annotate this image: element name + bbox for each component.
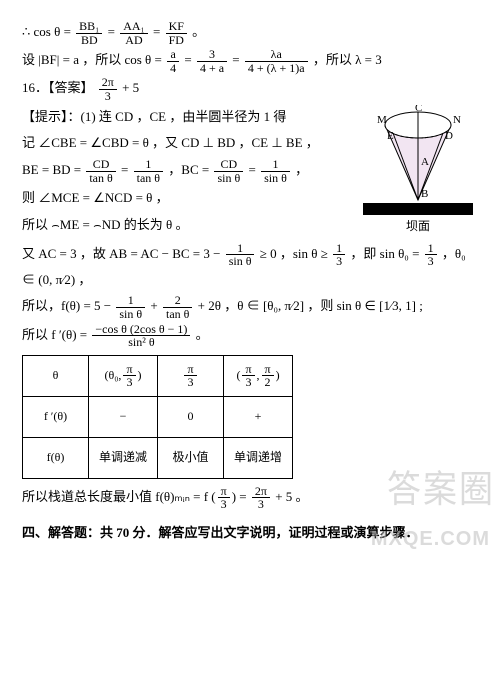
eq-fprime: 所以 f ′(θ) = −cos θ (2cos θ − 1)sin² θ 。 bbox=[22, 323, 478, 349]
range: [θ₀, π⁄2] bbox=[263, 298, 304, 313]
frac: 34 + a bbox=[197, 48, 227, 74]
cell: 单调递减 bbox=[89, 437, 158, 478]
label: 16．【答案】 bbox=[22, 80, 94, 95]
frac: BB₁BD bbox=[76, 20, 102, 46]
cone-figure: M C N E D A B bbox=[363, 105, 473, 215]
text: 。 bbox=[196, 327, 209, 342]
text: ，BC = bbox=[168, 162, 209, 177]
frac: 13 bbox=[425, 242, 437, 268]
label-M: M bbox=[377, 114, 387, 126]
frac: CDsin θ bbox=[214, 158, 243, 184]
label-A: A bbox=[421, 156, 429, 168]
table-row: f ′(θ) − 0 + bbox=[23, 396, 293, 437]
label-C: C bbox=[415, 105, 422, 114]
eq-f: 所以，f(θ) = 5 − 1sin θ + 2tan θ + 2θ ，θ ∈ … bbox=[22, 294, 478, 320]
monotone-table: θ (θ₀,π3) π3 (π3,π2) f ′(θ) − 0 + f(θ) 单… bbox=[22, 355, 293, 479]
text: 所以 f ′(θ) = bbox=[22, 327, 87, 342]
label-B: B bbox=[421, 188, 428, 200]
eq-ac: 又 AC = 3 ，故 AB = AC − BC = 3 − 1sin θ ≥ … bbox=[22, 242, 478, 293]
frac: 2tan θ bbox=[163, 294, 192, 320]
cell: f(θ) bbox=[23, 437, 89, 478]
frac: 2π3 bbox=[252, 485, 270, 511]
frac: π3 bbox=[218, 485, 230, 511]
frac: KFFD bbox=[166, 20, 187, 46]
cell-int2: (π3,π2) bbox=[224, 355, 293, 396]
section-4: 四、解答题：共 70 分．解答应写出文字说明，证明过程或演算步骤． bbox=[22, 521, 478, 546]
frac: 2π3 bbox=[99, 76, 117, 102]
text: ，所以 λ = 3 bbox=[313, 52, 382, 67]
text: ，即 sin θ₀ = bbox=[350, 246, 419, 261]
label-D: D bbox=[445, 130, 453, 142]
frac: 1tan θ bbox=[134, 158, 163, 184]
cell: 0 bbox=[158, 396, 224, 437]
frac: CDtan θ bbox=[86, 158, 115, 184]
text: BE = BD = bbox=[22, 162, 81, 177]
figure-container: M C N E D A B 坝面 bbox=[358, 105, 478, 238]
text: ， bbox=[78, 272, 91, 287]
eq-cos-2: 设 |BF| = a ，所以 cos θ = a4 = 34 + a = λa4… bbox=[22, 48, 478, 74]
text: ， bbox=[295, 162, 308, 177]
cell-int1: (θ₀,π3) bbox=[89, 355, 158, 396]
text: + bbox=[150, 298, 157, 313]
text: 所以，f(θ) = 5 − bbox=[22, 298, 111, 313]
cell: f ′(θ) bbox=[23, 396, 89, 437]
text: = bbox=[239, 489, 246, 504]
eq-cos-1: ∴ cos θ = BB₁BD = AA₁AD = KFFD 。 bbox=[22, 20, 478, 46]
text: ; bbox=[419, 298, 423, 313]
range: (0, π⁄2) bbox=[38, 272, 75, 287]
final-line: 所以栈道总长度最小值 f(θ)ₘᵢₙ = f (π3) = 2π3 + 5 。 bbox=[22, 485, 478, 511]
cell: 单调递增 bbox=[224, 437, 293, 478]
cell-pi3: π3 bbox=[158, 355, 224, 396]
table-row: f(θ) 单调递减 极小值 单调递增 bbox=[23, 437, 293, 478]
frac: 1sin θ bbox=[226, 242, 255, 268]
text: 。 bbox=[192, 24, 205, 39]
q16-answer: 16．【答案】 2π3 + 5 bbox=[22, 76, 478, 102]
text: + 2θ ，θ ∈ bbox=[198, 298, 260, 313]
text: + 5 bbox=[122, 80, 139, 95]
text: ≥ 0 ，sin θ ≥ bbox=[260, 246, 328, 261]
figure-caption: 坝面 bbox=[358, 215, 478, 238]
text: ∴ cos θ = bbox=[22, 24, 71, 39]
label-E: E bbox=[387, 130, 394, 142]
text: ，则 sin θ ∈ bbox=[307, 298, 375, 313]
cell: − bbox=[89, 396, 158, 437]
frac: λa4 + (λ + 1)a bbox=[245, 48, 308, 74]
text: 又 AC = 3 ，故 AB = AC − BC = 3 − bbox=[22, 246, 220, 261]
text: + 5 。 bbox=[275, 489, 308, 504]
cell: + bbox=[224, 396, 293, 437]
text: 所以栈道总长度最小值 f(θ)ₘᵢₙ = f bbox=[22, 489, 208, 504]
cell: 极小值 bbox=[158, 437, 224, 478]
frac: 1sin θ bbox=[116, 294, 145, 320]
cell-theta: θ bbox=[23, 355, 89, 396]
frac: 13 bbox=[333, 242, 345, 268]
range: [1⁄3, 1] bbox=[379, 298, 416, 313]
frac: AA₁AD bbox=[120, 20, 148, 46]
text: 设 |BF| = a ，所以 cos θ = bbox=[22, 52, 162, 67]
frac: −cos θ (2cos θ − 1)sin² θ bbox=[92, 323, 190, 349]
frac: 1sin θ bbox=[261, 158, 290, 184]
frac: a4 bbox=[167, 48, 179, 74]
label-N: N bbox=[453, 114, 461, 126]
table-row: θ (θ₀,π3) π3 (π3,π2) bbox=[23, 355, 293, 396]
